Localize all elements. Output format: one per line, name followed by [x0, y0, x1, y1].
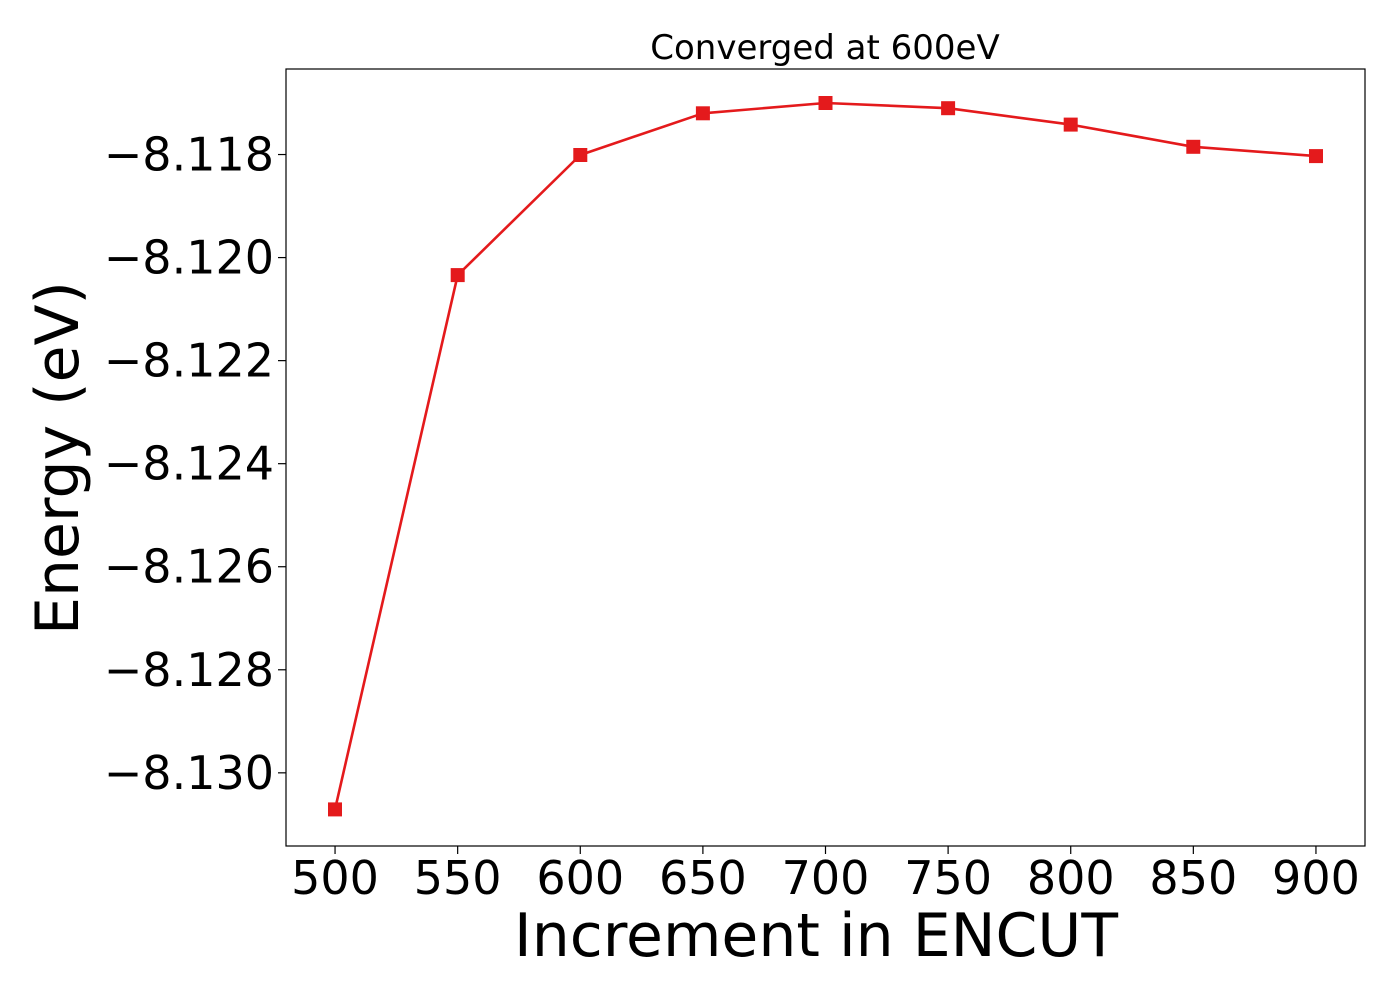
y-tick-label: −8.126	[104, 540, 274, 594]
x-tick-label: 550	[414, 851, 502, 905]
y-tick-label: −8.124	[104, 437, 274, 491]
x-axis-label: Increment in ENCUT	[514, 901, 1118, 971]
x-tick-label: 750	[904, 851, 992, 905]
y-tick-label: −8.118	[104, 128, 274, 182]
x-tick-label: 500	[291, 851, 379, 905]
y-tick-label: −8.130	[104, 746, 274, 800]
y-axis-label: Energy (eV)	[23, 281, 93, 635]
x-tick-label: 850	[1149, 851, 1237, 905]
y-tick-label: −8.120	[104, 231, 274, 285]
x-tick-label: 600	[536, 851, 624, 905]
data-point-marker	[1186, 139, 1201, 154]
data-point-marker	[573, 148, 588, 162]
plot-area-frame	[285, 68, 1366, 847]
data-point-marker	[818, 96, 833, 110]
series-layer	[328, 96, 1323, 817]
data-point-marker	[1309, 149, 1323, 164]
x-axis: 500 550 600 650 700 750 800 850 900	[291, 846, 1360, 905]
y-axis: −8.130 −8.128 −8.126 −8.124 −8.122 −8.120 −8.1…	[104, 128, 286, 800]
chart-title: Converged at 600eV	[650, 28, 999, 68]
series-line	[333, 101, 1317, 810]
data-point-marker	[941, 101, 956, 116]
data-point-marker	[1063, 117, 1078, 132]
x-tick-label: 700	[782, 851, 870, 905]
data-point-marker	[328, 802, 342, 817]
data-point-marker	[695, 106, 710, 121]
data-point-marker	[450, 268, 465, 283]
y-tick-label: −8.122	[104, 334, 274, 388]
x-tick-label: 650	[659, 851, 747, 905]
x-tick-label: 900	[1272, 851, 1360, 905]
x-tick-label: 800	[1027, 851, 1115, 905]
y-tick-label: −8.128	[104, 643, 274, 697]
